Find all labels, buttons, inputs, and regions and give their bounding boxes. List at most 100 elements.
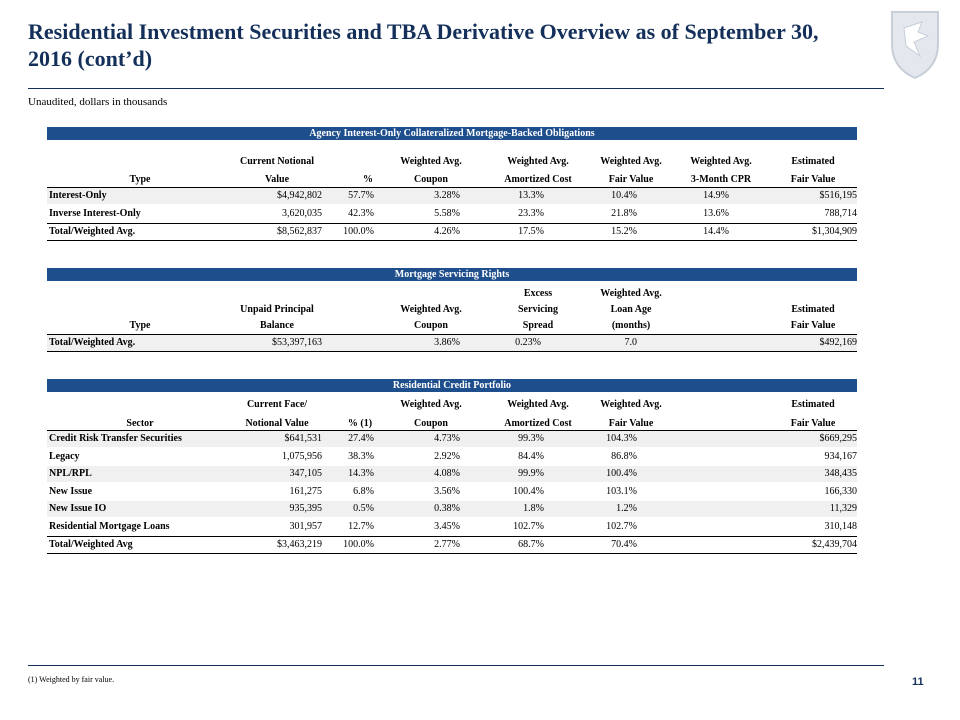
header-rule <box>47 334 857 335</box>
column-header: Fair Value <box>790 174 836 185</box>
cell-value: $669,295 <box>819 433 858 444</box>
cell-value: 100.4% <box>513 485 544 497</box>
table-title: Agency Interest-Only Collateralized Mort… <box>47 127 857 140</box>
cell-value: 70.4% <box>611 538 637 550</box>
column-header: Type <box>129 174 151 185</box>
cell-value: 310,148 <box>824 521 858 532</box>
cell-value: 3.28% <box>434 190 460 201</box>
page-title: Residential Investment Securities and TB… <box>28 19 819 71</box>
cell-value: $8,562,837 <box>277 226 322 237</box>
column-header: Weighted Avg. <box>507 399 569 410</box>
cell-value: $4,942,802 <box>277 190 322 201</box>
cell-value: 100.0% <box>343 226 374 237</box>
cell-value: 1.2% <box>616 503 637 515</box>
row-label: New Issue IO <box>49 503 107 515</box>
cell-value: 14.4% <box>703 226 729 237</box>
column-header: Value <box>264 174 290 185</box>
column-header: Coupon <box>414 174 448 185</box>
row-label: Residential Mortgage Loans <box>49 521 170 532</box>
column-header: Weighted Avg. <box>400 156 462 167</box>
cell-value: 13.3% <box>518 190 544 201</box>
page-number: 11 <box>912 676 924 688</box>
cell-value: 27.4% <box>348 433 374 444</box>
cell-value: 1,075,956 <box>282 450 322 462</box>
footer-rule <box>28 665 884 666</box>
column-header: Weighted Avg. <box>400 304 462 315</box>
cell-value: 10.4% <box>611 190 637 201</box>
table-title: Mortgage Servicing Rights <box>47 268 857 281</box>
cell-value: $53,397,163 <box>272 337 322 348</box>
header-rule <box>47 187 857 188</box>
cell-value: 2.77% <box>434 538 460 550</box>
subtitle: Unaudited, dollars in thousands <box>28 96 168 108</box>
column-header: % (1) <box>347 418 373 429</box>
cell-value: 2.92% <box>434 450 460 462</box>
column-header: Notional Value <box>245 418 309 429</box>
cell-value: 21.8% <box>611 208 637 219</box>
cell-value: 6.8% <box>353 485 374 497</box>
cell-value: 104.3% <box>606 433 637 444</box>
cell-value: 57.7% <box>348 190 374 201</box>
cell-value: 17.5% <box>518 226 544 237</box>
row-shade <box>47 431 857 447</box>
cell-value: 15.2% <box>611 226 637 237</box>
column-header: Amortized Cost <box>504 174 572 185</box>
cell-value: 11,329 <box>829 503 857 515</box>
column-header: Weighted Avg. <box>600 399 662 410</box>
cell-value: 68.7% <box>518 538 544 550</box>
row-label: Total/Weighted Avg <box>49 538 133 550</box>
cell-value: 103.1% <box>606 485 637 497</box>
table-title: Residential Credit Portfolio <box>47 379 857 392</box>
cell-value: 0.5% <box>353 503 374 515</box>
column-header: Weighted Avg. <box>600 288 662 299</box>
row-shade <box>47 188 857 204</box>
cell-value: $2,439,704 <box>812 538 857 550</box>
column-header: 3-Month CPR <box>690 174 752 185</box>
column-header: Loan Age <box>610 304 652 315</box>
column-header: (months) <box>611 320 651 331</box>
header-rule <box>28 88 884 89</box>
header-rule <box>47 430 857 431</box>
column-header: Weighted Avg. <box>600 156 662 167</box>
cell-value: 3,620,035 <box>282 208 322 219</box>
row-label: Interest-Only <box>49 190 107 201</box>
cell-value: 102.7% <box>513 521 544 532</box>
cell-value: $3,463,219 <box>277 538 322 550</box>
cell-value: 935,395 <box>289 503 323 515</box>
column-header: Fair Value <box>608 174 654 185</box>
column-header: Coupon <box>414 320 448 331</box>
cell-value: 161,275 <box>289 485 323 497</box>
column-header: Current Face/ <box>246 399 308 410</box>
row-label: Legacy <box>49 450 80 462</box>
column-header: Excess <box>523 288 553 299</box>
cell-value: 4.73% <box>434 433 460 444</box>
cell-value: 4.08% <box>434 468 460 480</box>
cell-value: 166,330 <box>824 485 858 497</box>
logo <box>891 11 939 80</box>
column-header: Fair Value <box>790 320 836 331</box>
cell-value: 13.6% <box>703 208 729 219</box>
column-header: Fair Value <box>790 418 836 429</box>
column-header: Unpaid Principal <box>240 304 314 315</box>
cell-value: 3.86% <box>434 337 460 348</box>
row-label: NPL/RPL <box>49 468 92 480</box>
footnote: (1) Weighted by fair value. <box>28 675 115 684</box>
table-bottom-rule <box>47 351 857 352</box>
row-label: Total/Weighted Avg. <box>49 337 136 348</box>
cell-value: 4.26% <box>434 226 460 237</box>
cell-value: $516,195 <box>819 190 858 201</box>
cell-value: 38.3% <box>348 450 374 462</box>
column-header: Current Notional <box>240 156 314 167</box>
cell-value: $1,304,909 <box>812 226 857 237</box>
cell-value: 14.9% <box>703 190 729 201</box>
table-bottom-rule <box>47 240 857 241</box>
cell-value: 99.3% <box>518 433 544 444</box>
cell-value: 102.7% <box>606 521 637 532</box>
row-label: Inverse Interest-Only <box>49 208 141 219</box>
column-header: % <box>363 174 373 185</box>
cell-value: $492,169 <box>819 337 858 348</box>
row-label: New Issue <box>49 485 93 497</box>
cell-value: 100.4% <box>606 468 637 480</box>
row-shade <box>47 501 857 518</box>
